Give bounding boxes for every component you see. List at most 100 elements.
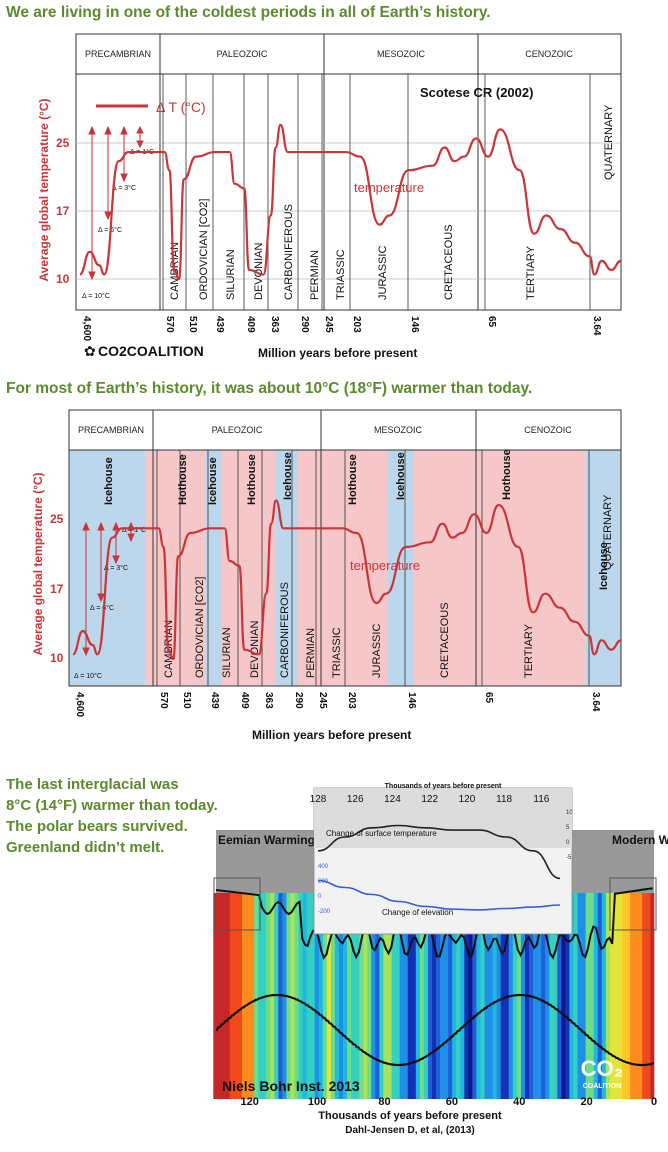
period-3: DEVONIAN [253, 242, 265, 300]
temperature-line-2 [72, 499, 622, 661]
inset-x-tick-2: 124 [384, 794, 401, 805]
x3-tick-6: 0 [651, 1096, 657, 1108]
headline-1: We are living in one of the coldest peri… [6, 4, 491, 21]
y-tick-17: 17 [56, 204, 70, 218]
inset-yr-tick-0: 10 [566, 810, 573, 816]
state-label-1: Hothouse [177, 454, 189, 505]
x3-tick-4: 40 [513, 1096, 525, 1108]
source-niels-bohr: Niels Bohr Inst. 2013 [222, 1078, 360, 1094]
headline-3-line-4: Greenland didn’t melt. [6, 839, 165, 856]
x-tick-8: 203 [346, 692, 357, 709]
temperature-chart-1: PRECAMBRIAN PALEOZOIC MESOZOIC CENOZOIC … [37, 33, 622, 360]
x3-tick-5: 20 [580, 1096, 592, 1108]
label-modern: Modern Warming [612, 833, 668, 847]
x-tick-5: 363 [263, 692, 274, 709]
temperature-chart-2: PRECAMBRIAN PALEOZOIC MESOZOIC CENOZOIC … [31, 409, 622, 742]
delta-1-b: Δ = 1°C [122, 526, 146, 534]
era-mesozoic-2: MESOZOIC [374, 425, 423, 435]
x-tick-0: 4,600 [74, 692, 85, 717]
band-2 [206, 450, 222, 686]
delta-10-b: Δ = 10°C [74, 672, 102, 680]
period-8: CRETACEOUS [439, 602, 451, 678]
inset-yr-tick-2: 0 [566, 840, 570, 846]
temperature-line [79, 123, 622, 281]
delta-3-b: Δ = 3°C [104, 564, 128, 572]
era-paleozoic: PALEOZOIC [217, 49, 268, 59]
state-label-3: Hothouse [246, 454, 258, 505]
y-tick-25-b: 25 [50, 512, 64, 526]
insolation-curve [215, 993, 655, 1067]
x-tick-11: 3.64 [591, 316, 602, 336]
logo-co2: CO₂ [581, 1056, 624, 1081]
period-6: TRIASSIC [335, 249, 347, 300]
x-axis-label: Million years before present [258, 346, 417, 360]
era-cenozoic-2: CENOZOIC [524, 425, 572, 435]
band-7 [414, 450, 586, 686]
period-7: JURASSIC [377, 246, 389, 300]
y-axis-label-2: Average global temperature (°C) [31, 472, 45, 655]
headline-3-line-3: The polar bears survived. [6, 818, 188, 835]
period-10: QUATERNARY [602, 494, 614, 570]
x3-tick-2: 80 [378, 1096, 390, 1108]
source-label: Scotese CR (2002) [420, 85, 533, 100]
headline-3-line-2: 8°C (14°F) warmer than today. [6, 797, 218, 814]
inset-x-tick-6: 116 [533, 794, 549, 805]
headline-3: The last interglacial was 8°C (14°F) war… [6, 774, 218, 858]
inset-x-tick-3: 122 [421, 794, 438, 805]
label-eemian: Eemian Warming [218, 833, 315, 847]
inset-x-tick-0: 128 [310, 794, 327, 805]
period-4: CARBONIFEROUS [279, 582, 291, 678]
inset-series-temp: Change of surface temperature [326, 829, 437, 838]
period-2: SILURIAN [225, 249, 237, 300]
x-tick-3: 439 [214, 316, 225, 333]
era-paleozoic-2: PALEOZOIC [212, 425, 263, 435]
period-2: SILURIAN [221, 627, 233, 678]
era-precambrian: PRECAMBRIAN [85, 49, 151, 59]
x-tick-9: 146 [406, 692, 417, 709]
delta-10: Δ = 10°C [82, 292, 110, 300]
inset-yl-tick-3: -200 [318, 909, 331, 915]
x-tick-7: 245 [317, 692, 328, 709]
inset-elevation-line [317, 879, 561, 911]
inset-yl-tick-1: 200 [318, 879, 329, 885]
x-tick-9: 146 [409, 316, 420, 333]
era-mesozoic: MESOZOIC [377, 49, 426, 59]
inset-x-tick-1: 126 [347, 794, 364, 805]
y-axis-label: Average global temperature (°C) [37, 98, 51, 281]
band-5 [298, 450, 388, 686]
band-4 [276, 450, 298, 686]
citation: Dahl-Jensen D, et al, (2013) [345, 1125, 475, 1136]
inset-yl-tick-2: 0 [318, 894, 322, 900]
period-7: JURASSIC [371, 624, 383, 678]
y-tick-25: 25 [56, 136, 70, 150]
x-tick-11: 3.64 [590, 692, 601, 712]
state-label-5: Hothouse [347, 454, 359, 505]
series-label: temperature [354, 180, 424, 195]
inset-x-tick-5: 118 [496, 794, 512, 805]
logo: CO2COALITION [98, 343, 204, 359]
x-tick-1: 570 [158, 692, 169, 709]
x-tick-10: 65 [486, 316, 497, 328]
inset-series-elev: Change of elevation [382, 908, 453, 917]
y-tick-10: 10 [56, 272, 70, 286]
period-10: QUATERNARY [603, 104, 615, 180]
period-5: PERMIAN [305, 628, 317, 678]
period-1: ORDOVICIAN [CO2] [194, 577, 206, 678]
inset-yl-tick-0: 400 [318, 864, 329, 870]
state-label-8: Icehouse [598, 542, 610, 590]
delta-legend: Δ T (°C) [156, 99, 206, 115]
x-tick-8: 203 [351, 316, 362, 333]
x-tick-0: 4,600 [81, 316, 92, 341]
headline-3-line-1: The last interglacial was [6, 776, 179, 793]
logo-icon: ✿ [84, 343, 96, 359]
x-tick-4: 409 [245, 316, 256, 333]
x-tick-10: 65 [483, 692, 494, 704]
era-cenozoic: CENOZOIC [525, 49, 573, 59]
x-tick-6: 290 [293, 692, 304, 709]
inset-temperature-line [317, 824, 561, 880]
period-1: ORDOVICIAN [CO2] [198, 199, 210, 300]
label-eemian-text: Eemian Warming [218, 833, 315, 847]
series-label-2: temperature [350, 558, 420, 573]
state-label-7: Hothouse [501, 449, 513, 500]
state-label-0: Icehouse [103, 457, 115, 505]
